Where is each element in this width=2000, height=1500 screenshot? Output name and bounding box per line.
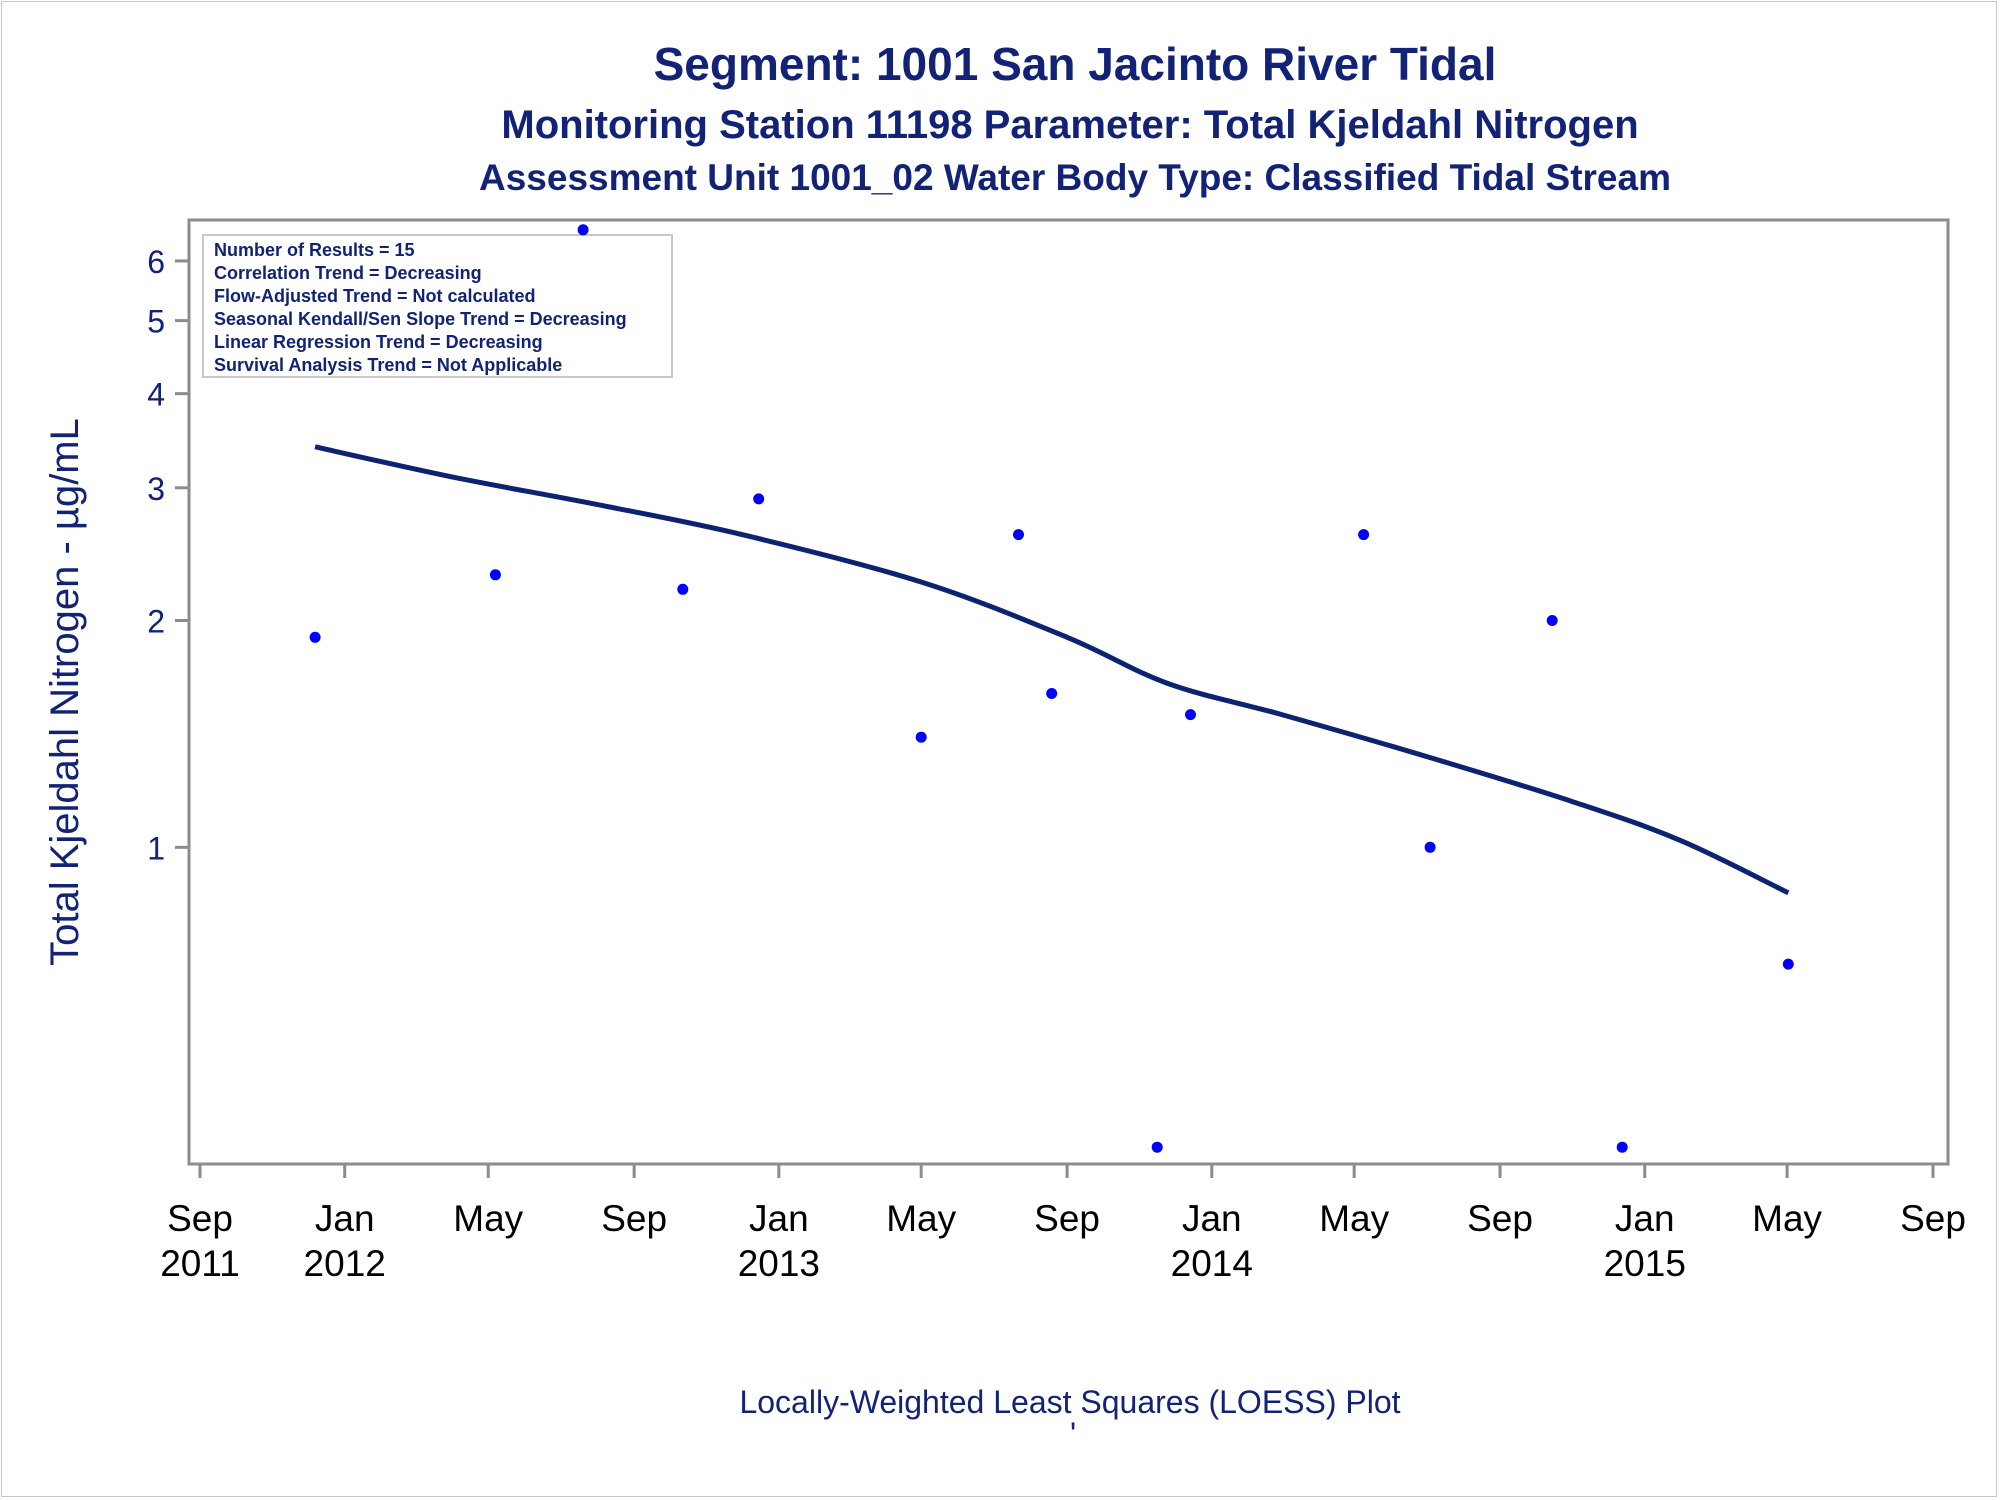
x-tick-month: Jan (1182, 1198, 1242, 1239)
x-tick-year: 2013 (738, 1243, 820, 1284)
x-tick-year: 2015 (1604, 1243, 1686, 1284)
stats-flow-adjusted-trend: Flow-Adjusted Trend = Not calculated (214, 286, 536, 306)
stats-seasonal-kendall-trend: Seasonal Kendall/Sen Slope Trend = Decre… (214, 309, 627, 329)
y-axis-label: Total Kjeldahl Nitrogen - µg/mL (43, 418, 87, 966)
stats-survival-analysis-trend: Survival Analysis Trend = Not Applicable (214, 355, 562, 375)
footnote-mark: ' (1070, 1416, 1076, 1452)
x-tick-month: Sep (601, 1198, 667, 1239)
x-tick-month: Jan (315, 1198, 375, 1239)
x-tick-year: 2012 (304, 1243, 386, 1284)
stats-box: Number of Results = 15 Correlation Trend… (202, 234, 673, 378)
chart-subtitle-2: Assessment Unit 1001_02 Water Body Type:… (479, 157, 1671, 198)
data-point (1616, 1141, 1628, 1153)
plot-footnote: Locally-Weighted Least Squares (LOESS) P… (739, 1384, 1400, 1420)
y-tick-label: 6 (147, 244, 165, 280)
stats-correlation-trend: Correlation Trend = Decreasing (214, 263, 482, 283)
points-layer (309, 224, 1794, 1153)
data-point (1185, 709, 1196, 721)
data-point (489, 569, 501, 581)
stats-linear-regression-trend: Linear Regression Trend = Decreasing (214, 332, 543, 352)
x-tick-month: Sep (1034, 1198, 1100, 1239)
x-tick-month: May (886, 1198, 956, 1239)
data-point (1782, 958, 1794, 970)
x-tick-month: May (1752, 1198, 1822, 1239)
data-point (1151, 1141, 1163, 1153)
y-axis: 1 2 3 4 5 6 (147, 244, 189, 866)
y-tick-label: 5 (147, 304, 165, 340)
data-point (1046, 688, 1058, 699)
data-point (1358, 529, 1370, 541)
data-point (309, 631, 321, 643)
y-tick-label: 1 (147, 830, 165, 866)
data-point (677, 583, 689, 595)
x-tick-month: Jan (749, 1198, 809, 1239)
x-tick-month: Jan (1615, 1198, 1675, 1239)
loess-layer (314, 444, 1790, 896)
y-tick-label: 4 (147, 377, 165, 413)
x-tick-month: May (453, 1198, 523, 1239)
chart-subtitle: Monitoring Station 11198 Parameter: Tota… (501, 103, 1638, 147)
x-tick-year: 2011 (160, 1243, 240, 1284)
data-point (1546, 615, 1558, 626)
loess-line (314, 444, 1790, 896)
data-point (915, 731, 927, 743)
chart-title: Segment: 1001 San Jacinto River Tidal (654, 38, 1497, 90)
data-point (1424, 841, 1436, 853)
x-tick-month: Sep (167, 1198, 233, 1239)
stats-results-count: Number of Results = 15 (214, 240, 415, 260)
data-point (1013, 529, 1024, 541)
x-tick-year: 2014 (1171, 1243, 1253, 1284)
x-tick-month: May (1319, 1198, 1389, 1239)
x-tick-month: Sep (1900, 1198, 1966, 1239)
stats-box-border (202, 234, 673, 378)
y-tick-label: 2 (147, 603, 165, 639)
data-point (577, 224, 589, 236)
x-tick-month: Sep (1467, 1198, 1533, 1239)
data-point (753, 493, 765, 505)
y-tick-label: 3 (147, 471, 165, 507)
